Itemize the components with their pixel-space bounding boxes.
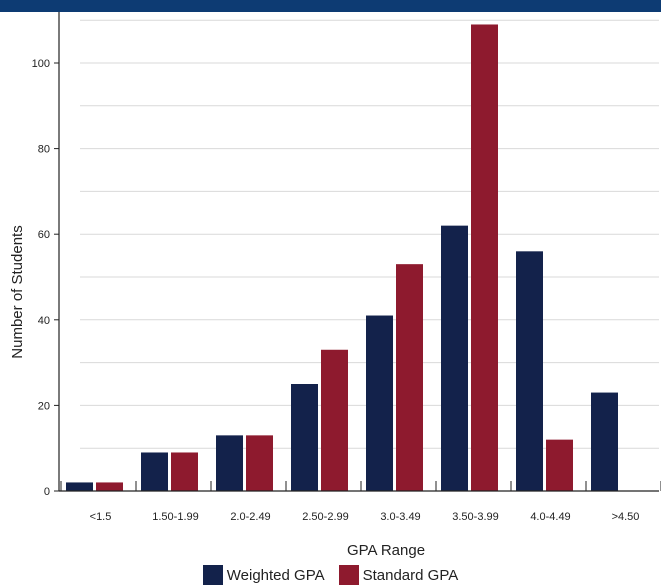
- bar-standard: [171, 452, 198, 491]
- bar-standard: [246, 435, 273, 491]
- x-tick-label: 1.50-1.99: [152, 511, 198, 523]
- legend-item-weighted: Weighted GPA: [202, 565, 325, 585]
- legend-label-weighted: Weighted GPA: [226, 566, 325, 584]
- bars: [66, 24, 618, 491]
- legend-label-standard: Standard GPA: [362, 566, 459, 584]
- bar-standard: [321, 349, 348, 491]
- bar-standard: [396, 264, 423, 491]
- bar-chart: 0 20 40 60 80 100 <1.5 1.50-1.99 2.0-2.49 2.50-2.…: [9, 12, 661, 559]
- x-tick-label: 3.50-3.99: [452, 511, 498, 523]
- y-tick-label: 80: [38, 144, 50, 156]
- x-axis-label: GPA Range: [347, 542, 425, 559]
- bar-weighted: [66, 482, 93, 491]
- x-tick-label: >4.50: [612, 511, 640, 523]
- y-axis-label: Number of Students: [9, 225, 26, 358]
- x-tick-label: 2.0-2.49: [230, 511, 270, 523]
- bar-weighted: [291, 384, 318, 491]
- y-tick-label: 40: [38, 315, 50, 327]
- bar-standard: [546, 439, 573, 491]
- y-tick-label: 100: [32, 58, 50, 70]
- x-tick-label: 3.0-3.49: [380, 511, 420, 523]
- header-band: [0, 0, 661, 12]
- y-tick-label: 60: [38, 229, 50, 241]
- axes: [54, 12, 661, 492]
- legend: Weighted GPA Standard GPA: [0, 565, 661, 585]
- legend-swatch-weighted: [202, 565, 223, 585]
- bar-weighted: [441, 225, 468, 491]
- legend-item-standard: Standard GPA: [338, 565, 459, 585]
- x-tick-label: 2.50-2.99: [302, 511, 348, 523]
- y-tick-label: 20: [38, 400, 50, 412]
- tick-labels: 0 20 40 60 80 100 <1.5 1.50-1.99 2.0-2.49 2.50-2.…: [32, 58, 640, 523]
- bar-weighted: [216, 435, 243, 491]
- legend-swatch-standard: [338, 565, 359, 585]
- y-tick-label: 0: [44, 486, 50, 498]
- x-tick-label: 4.0-4.49: [530, 511, 570, 523]
- bar-weighted: [366, 315, 393, 491]
- bar-weighted: [591, 392, 618, 491]
- bar-weighted: [141, 452, 168, 491]
- bar-standard: [96, 482, 123, 491]
- x-tick-label: <1.5: [90, 511, 112, 523]
- bar-weighted: [516, 251, 543, 491]
- bar-standard: [471, 24, 498, 491]
